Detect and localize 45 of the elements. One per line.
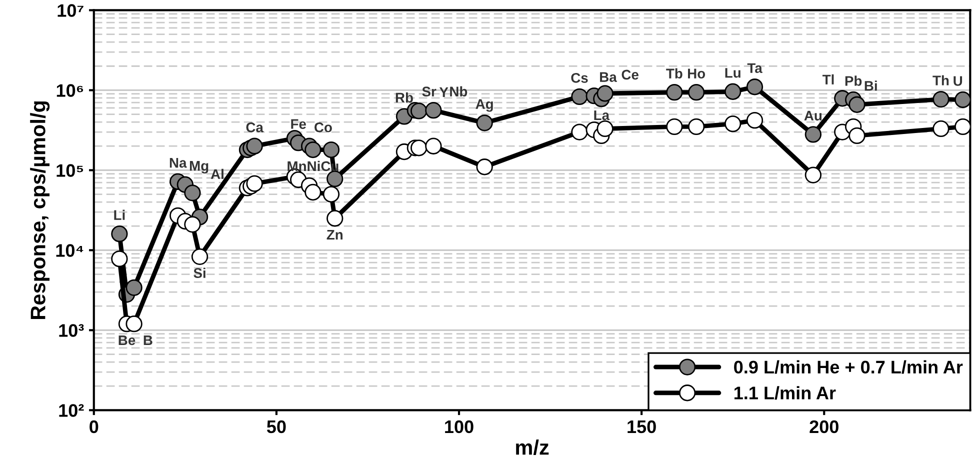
annotation: Ag	[476, 99, 493, 112]
annotation: Mg	[190, 161, 208, 174]
legend-label: 1.1 L/min Ar	[734, 386, 836, 400]
annotation: B	[144, 335, 152, 346]
x-tick-label: 100	[445, 420, 474, 434]
annotation: Rb	[396, 92, 413, 103]
annotation: Li	[114, 210, 125, 220]
annotation: Au	[804, 110, 822, 121]
annotation: Y	[439, 87, 448, 97]
annotation: Al	[210, 168, 224, 179]
y-tick-label: 10⁵	[56, 164, 84, 177]
y-tick-label: 10³	[59, 324, 84, 337]
y-axis-title: Response, cps/µmol/g	[30, 101, 50, 319]
annotation: La	[594, 110, 610, 120]
annotation: Pb	[845, 76, 862, 86]
y-tick-label: 10⁷	[58, 4, 84, 17]
annotation: Si	[194, 268, 206, 278]
x-axis-title: m/z	[516, 440, 549, 456]
annotation: Cs	[571, 72, 588, 83]
y-tick-label: 10⁶	[56, 84, 84, 97]
annotation: U	[954, 76, 962, 86]
x-tick-label: 50	[266, 420, 286, 434]
annotation: Nb	[450, 86, 468, 96]
y-tick-label: 10⁴	[56, 244, 84, 257]
annotation: Lu	[725, 68, 740, 78]
annotation: Zn	[326, 230, 342, 240]
annotation: Th	[932, 75, 949, 86]
annotation: Ca	[246, 122, 264, 132]
annotation: Ta	[747, 63, 762, 74]
annotation: Ce	[622, 70, 638, 80]
x-tick-label: 0	[90, 420, 98, 434]
x-tick-label: 200	[810, 420, 838, 434]
annotation: Bi	[864, 80, 877, 91]
x-tick-label: 150	[628, 420, 656, 434]
annotation: Na	[170, 158, 187, 168]
annotation: Ho	[688, 68, 706, 78]
annotation: Ba	[600, 72, 617, 82]
legend-label: 0.9 L/min He + 0.7 L/min Ar	[734, 360, 963, 374]
annotation: Fe	[291, 119, 306, 129]
annotation: Sr	[422, 86, 436, 96]
annotation: Tl	[822, 74, 834, 84]
y-tick-label: 10²	[59, 404, 84, 417]
annotation: Be	[118, 335, 136, 346]
annotation: Co	[314, 122, 332, 132]
annotation: Tb	[666, 68, 682, 78]
